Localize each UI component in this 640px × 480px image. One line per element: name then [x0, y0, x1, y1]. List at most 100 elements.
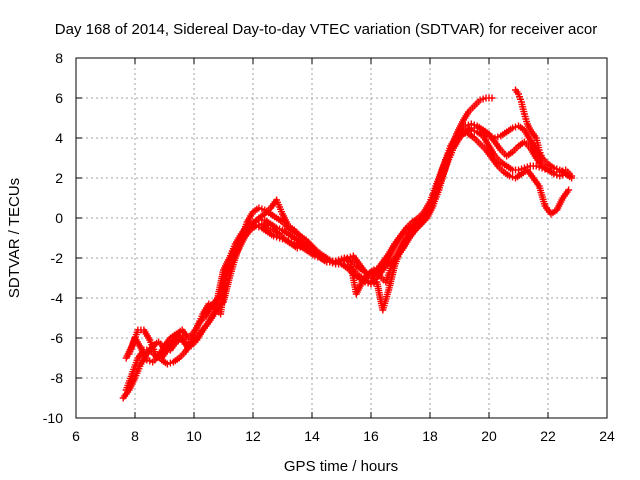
data-point	[523, 141, 526, 143]
data-point	[275, 217, 278, 219]
data-point	[550, 213, 552, 215]
data-point	[529, 165, 532, 167]
data-point	[308, 251, 310, 253]
data-point	[393, 265, 396, 267]
data-point	[343, 259, 346, 261]
chart-title: Day 168 of 2014, Sidereal Day-to-day VTE…	[55, 21, 597, 38]
data-point	[163, 345, 166, 347]
data-point	[287, 225, 290, 227]
data-point	[358, 277, 361, 279]
data-point	[476, 131, 479, 133]
data-point	[202, 313, 204, 315]
data-point	[393, 243, 396, 245]
data-point	[178, 335, 181, 337]
data-point	[500, 135, 502, 137]
data-point	[143, 349, 145, 351]
data-point	[166, 349, 169, 351]
data-point	[249, 227, 251, 229]
data-point	[488, 145, 490, 147]
data-point	[122, 397, 124, 399]
data-point	[532, 133, 535, 135]
y-tick-label: -4	[51, 290, 64, 306]
data-point	[570, 177, 573, 179]
data-point	[340, 263, 343, 265]
data-point	[169, 337, 172, 339]
y-tick-label: 6	[55, 90, 63, 106]
data-point	[193, 331, 195, 333]
data-point	[269, 207, 272, 209]
plot-marks	[119, 86, 576, 402]
data-point	[473, 105, 476, 107]
data-point	[411, 221, 414, 223]
data-point	[246, 225, 248, 227]
data-point	[302, 247, 304, 249]
data-point	[482, 129, 484, 131]
data-point	[349, 259, 352, 261]
data-point	[208, 321, 210, 323]
data-point	[172, 361, 175, 363]
data-point	[547, 169, 549, 171]
data-point	[517, 145, 520, 147]
data-point	[184, 351, 186, 353]
data-point	[511, 169, 514, 171]
data-point	[417, 225, 420, 227]
data-point	[237, 249, 240, 251]
data-point	[355, 293, 358, 295]
data-point	[146, 359, 148, 361]
gridlines	[76, 58, 607, 418]
data-point	[293, 237, 296, 239]
series-2	[122, 94, 496, 368]
y-tick-label: -8	[51, 370, 64, 386]
data-point	[125, 357, 127, 359]
data-point	[261, 227, 263, 229]
data-point	[178, 357, 181, 359]
data-point	[190, 345, 192, 347]
data-point	[296, 247, 299, 249]
data-point	[405, 237, 408, 239]
x-tick-label: 24	[599, 428, 615, 444]
data-point	[296, 243, 299, 245]
data-point	[508, 175, 511, 177]
x-tick-label: 12	[245, 428, 261, 444]
data-point	[467, 111, 470, 113]
data-point	[526, 123, 529, 125]
data-point	[497, 165, 499, 167]
data-point	[514, 177, 517, 179]
data-point	[464, 125, 467, 127]
data-point	[278, 233, 281, 235]
data-point	[505, 165, 508, 167]
data-point	[252, 223, 254, 225]
data-point	[517, 125, 520, 127]
data-point	[523, 113, 526, 115]
data-point	[237, 241, 240, 243]
data-point	[264, 219, 266, 221]
series-markers	[125, 124, 576, 366]
series-6	[512, 86, 546, 162]
data-point	[435, 193, 437, 195]
data-point	[284, 239, 287, 241]
data-point	[355, 265, 358, 267]
data-point	[293, 229, 296, 231]
series-4	[122, 128, 573, 394]
data-point	[376, 281, 378, 283]
data-point	[258, 217, 260, 219]
data-point	[473, 137, 476, 139]
data-point	[470, 127, 473, 129]
data-point	[314, 255, 316, 257]
data-point	[399, 235, 402, 237]
data-point	[491, 157, 493, 159]
data-point	[553, 167, 555, 169]
data-point	[278, 237, 281, 239]
data-point	[452, 141, 455, 143]
data-point	[267, 231, 269, 233]
series-3	[125, 124, 576, 366]
data-point	[269, 213, 272, 215]
y-tick-label: 2	[55, 170, 63, 186]
data-point	[151, 361, 154, 363]
series-markers	[122, 94, 496, 368]
plot-frame	[75, 57, 608, 419]
x-tick-label: 14	[304, 428, 320, 444]
data-point	[479, 99, 481, 101]
data-point	[140, 363, 142, 365]
data-point	[137, 357, 139, 359]
